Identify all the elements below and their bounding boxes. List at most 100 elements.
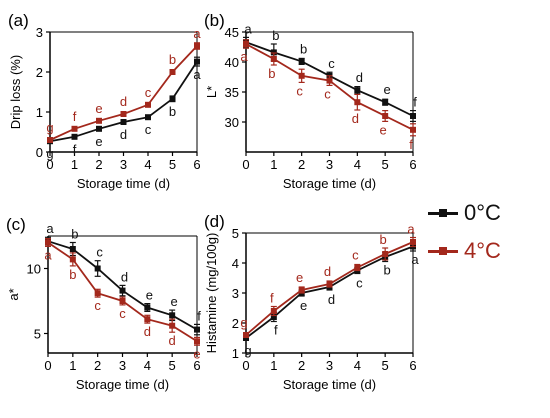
x-tick-label: 5 <box>382 157 389 172</box>
x-tick-label: 4 <box>144 358 151 373</box>
x-axis-label: Storage time (d) <box>77 176 170 191</box>
significance-letter: a <box>193 26 201 41</box>
y-tick-label: 3 <box>232 286 239 301</box>
data-point <box>145 114 151 121</box>
legend-item-4c: 4°C <box>428 232 546 270</box>
panel-label: (c) <box>6 215 26 234</box>
significance-letter: c <box>356 276 363 291</box>
legend-item-0c: 0°C <box>428 194 546 232</box>
y-tick-label: 35 <box>225 85 239 100</box>
x-axis-label: Storage time (d) <box>76 377 169 392</box>
significance-letter: e <box>296 270 303 285</box>
data-point <box>145 101 151 108</box>
data-point <box>45 239 51 246</box>
data-point <box>354 87 361 94</box>
x-tick-label: 4 <box>354 157 361 172</box>
y-axis-label: Drip loss (%) <box>8 55 23 129</box>
significance-letter: c <box>324 86 331 101</box>
x-tick-label: 6 <box>193 358 200 373</box>
significance-letter: c <box>145 122 152 137</box>
data-point <box>169 95 176 102</box>
y-axis-label: L* <box>204 86 219 98</box>
data-point <box>243 41 249 47</box>
data-point <box>194 43 200 49</box>
significance-letter: e <box>171 294 178 309</box>
data-point <box>144 304 151 311</box>
significance-letter: c <box>352 248 359 263</box>
significance-letter: f <box>274 323 278 338</box>
x-tick-label: 4 <box>144 157 151 172</box>
significance-letter: d <box>120 127 127 142</box>
significance-letter: d <box>120 94 127 109</box>
x-tick-label: 4 <box>354 358 361 373</box>
x-tick-label: 1 <box>69 358 76 373</box>
chart-panel-1: 0 1 2 3 4 5 6 0 1 2 3 Storage time (d) Drip loss (%)… <box>8 11 201 191</box>
significance-letter: e <box>384 82 391 97</box>
x-axis-label: Storage time (d) <box>283 377 376 392</box>
significance-letter: f <box>73 142 77 157</box>
significance-letter: b <box>71 227 78 242</box>
y-tick-label: 1 <box>36 105 43 120</box>
significance-letter: c <box>296 83 303 98</box>
significance-letter: a <box>240 49 248 64</box>
significance-letter: c <box>96 245 103 260</box>
data-point <box>298 72 305 79</box>
data-point <box>120 111 127 117</box>
significance-letter: e <box>95 134 102 149</box>
panel-label: (a) <box>8 11 29 30</box>
data-point <box>410 126 416 133</box>
significance-letter: a <box>46 221 54 236</box>
x-tick-label: 6 <box>193 157 200 172</box>
data-point <box>119 287 126 294</box>
x-tick-label: 2 <box>298 157 305 172</box>
significance-letter: e <box>95 101 102 116</box>
data-point <box>243 332 249 338</box>
x-tick-label: 1 <box>71 157 78 172</box>
data-point <box>69 246 76 252</box>
data-point <box>194 58 200 65</box>
data-point <box>94 290 101 297</box>
data-point <box>169 69 176 75</box>
data-point <box>119 298 126 304</box>
y-tick-label: 5 <box>232 226 239 241</box>
y-tick-label: 45 <box>225 25 239 40</box>
significance-letter: b <box>169 104 176 119</box>
data-point <box>382 113 389 119</box>
y-tick-label: 3 <box>36 25 43 40</box>
y-tick-label: 2 <box>232 316 239 331</box>
x-tick-label: 0 <box>46 157 53 172</box>
data-point <box>194 326 200 333</box>
x-tick-label: 3 <box>326 358 333 373</box>
x-tick-label: 0 <box>242 358 249 373</box>
significance-letter: d <box>169 333 176 348</box>
x-tick-label: 1 <box>270 157 277 172</box>
significance-letter: d <box>352 111 359 126</box>
x-tick-label: 6 <box>409 358 416 373</box>
data-point <box>94 265 101 272</box>
significance-letter: b <box>384 263 391 278</box>
significance-letter: f <box>413 95 417 110</box>
data-point <box>96 117 102 124</box>
x-tick-label: 6 <box>409 157 416 172</box>
significance-letter: e <box>146 288 153 303</box>
data-point <box>169 322 176 329</box>
legend-swatch-4c <box>428 243 458 259</box>
data-point <box>382 99 389 106</box>
y-tick-label: 1 <box>232 346 239 361</box>
x-tick-label: 0 <box>44 358 51 373</box>
y-tick-label: 4 <box>232 256 239 271</box>
data-point <box>410 239 416 245</box>
y-tick-label: 2 <box>36 65 43 80</box>
y-tick-label: 40 <box>225 55 239 70</box>
chart-panel-3: 0 1 2 3 4 5 6 5 10 Storage time (d) a* (c) a b c d e e f a b… <box>6 215 201 392</box>
data-point <box>47 137 53 143</box>
data-point <box>326 77 333 84</box>
significance-letter: c <box>145 85 152 100</box>
y-tick-label: 30 <box>225 115 239 130</box>
significance-letter: a <box>411 252 419 267</box>
x-tick-label: 2 <box>95 157 102 172</box>
significance-letter: d <box>356 70 363 85</box>
x-tick-label: 5 <box>382 358 389 373</box>
significance-letter: e <box>380 122 387 137</box>
